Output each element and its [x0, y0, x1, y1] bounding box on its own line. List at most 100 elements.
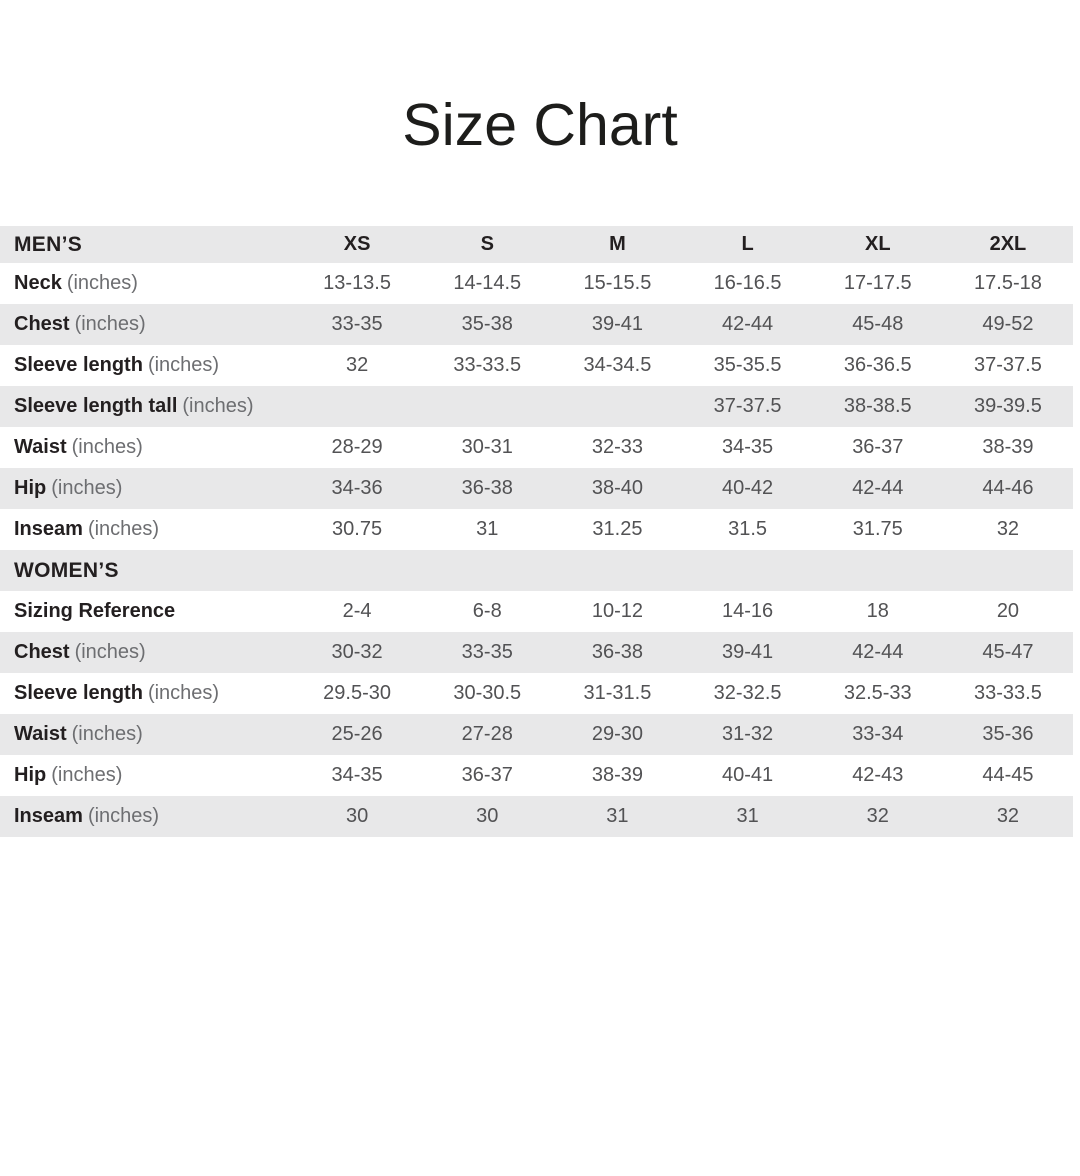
size-value: 38-40 [591, 477, 643, 499]
row-label-name: Sleeve length [14, 354, 143, 376]
row-label-name: Waist [14, 436, 67, 458]
size-value: 32 [996, 518, 1020, 540]
row-label: Chest (inches) [0, 313, 292, 336]
size-value: 30-30.5 [453, 682, 522, 704]
size-value: 18 [866, 600, 889, 622]
row-label: Chest (inches) [0, 641, 292, 664]
size-value: 13-13.5 [323, 272, 391, 294]
size-value: 40-42 [722, 477, 774, 499]
size-value: 17-17.5 [843, 272, 912, 294]
size-value: 30 [345, 805, 369, 827]
row-label-unit: (inches) [74, 313, 146, 335]
row-label: Sleeve length tall (inches) [0, 395, 292, 418]
size-value: 42-43 [852, 764, 904, 786]
size-value: 38-39 [591, 764, 643, 786]
row-label-name: Neck [14, 272, 62, 294]
size-value: 45-48 [852, 313, 904, 335]
size-value: 35-36 [982, 723, 1034, 745]
table-row-mens-sleeve-length-tall: Sleeve length tall (inches) 37-37.5 38-38… [0, 386, 1073, 427]
size-value: 32-32.5 [713, 682, 782, 704]
size-value: 33-34 [852, 723, 904, 745]
size-value: 36-36.5 [843, 354, 912, 376]
size-value: 38-39 [982, 436, 1034, 458]
size-value: 31.75 [852, 518, 903, 540]
size-value: 30-32 [331, 641, 383, 663]
size-value: 10-12 [591, 600, 643, 622]
size-value: 36-37 [461, 764, 513, 786]
row-label-unit: (inches) [147, 354, 220, 376]
size-value: 31 [736, 805, 759, 827]
size-value: 42-44 [722, 313, 774, 335]
size-value: 31.5 [728, 518, 768, 540]
column-header-xs: XS [343, 233, 371, 255]
page-title: Size Chart [402, 92, 678, 158]
section-header-womens: WOMEN’S [14, 558, 119, 582]
size-value: 49-52 [982, 313, 1034, 335]
size-value: 34-35 [331, 764, 383, 786]
size-value: 45-47 [982, 641, 1034, 663]
table-row-womens-inseam: Inseam (inches) 30 30 31 31 32 32 [0, 796, 1073, 837]
size-value: 33-35 [331, 313, 383, 335]
size-value: 39-39.5 [974, 395, 1042, 417]
table-row-womens-hip: Hip (inches) 34-35 36-37 38-39 40-41 42-4… [0, 755, 1073, 796]
size-value: 32 [996, 805, 1020, 827]
size-value: 39-41 [591, 313, 643, 335]
size-value: 30 [476, 805, 499, 827]
size-value: 27-28 [461, 723, 513, 745]
size-value: 14-16 [722, 600, 774, 622]
size-value: 44-45 [982, 764, 1034, 786]
column-header-2xl: 2XL [989, 233, 1027, 255]
size-value: 6-8 [472, 600, 502, 622]
column-header-s: S [480, 233, 494, 255]
size-value: 29-30 [591, 723, 643, 745]
size-value: 20 [996, 600, 1020, 622]
size-value: 31 [476, 518, 499, 540]
size-value: 42-44 [852, 477, 904, 499]
row-label-unit: (inches) [71, 436, 143, 458]
row-label-name: Chest [14, 313, 70, 335]
row-label-name: Sizing Reference [14, 600, 176, 622]
size-value: 35-38 [461, 313, 513, 335]
size-value: 37-37.5 [713, 395, 782, 417]
row-label-unit: (inches) [147, 682, 220, 704]
size-value: 34-36 [331, 477, 383, 499]
size-value: 17.5-18 [974, 272, 1042, 294]
row-label-name: Waist [14, 723, 67, 745]
table-row-womens-waist: Waist (inches) 25-26 27-28 29-30 31-32 33… [0, 714, 1073, 755]
size-value: 34-34.5 [583, 354, 652, 376]
size-value: 31.25 [592, 518, 643, 540]
row-label-unit: (inches) [87, 805, 160, 827]
table-row-mens-sleeve-length: Sleeve length (inches) 32 33-33.5 34-34.5… [0, 345, 1073, 386]
size-value: 30.75 [332, 518, 383, 540]
size-value: 25-26 [331, 723, 383, 745]
size-value: 39-41 [722, 641, 774, 663]
column-header-xl: XL [864, 233, 891, 255]
size-chart-table: MEN’S XS S M L XL 2XL Neck (inches) 13-13… [0, 226, 1073, 837]
size-value: 32-33 [591, 436, 643, 458]
table-row-mens-chest: Chest (inches) 33-35 35-38 39-41 42-44 45… [0, 304, 1073, 345]
row-label-unit: (inches) [51, 764, 123, 786]
size-value: 35-35.5 [713, 354, 782, 376]
row-label-name: Sleeve length tall [14, 395, 178, 417]
size-value: 33-33.5 [453, 354, 522, 376]
row-label-unit: (inches) [51, 477, 123, 499]
size-value: 29.5-30 [323, 682, 391, 704]
row-label: Neck (inches) [0, 272, 292, 295]
column-header-l: L [741, 233, 754, 255]
size-value: 32 [866, 805, 889, 827]
size-value: 36-37 [852, 436, 904, 458]
row-label: Hip (inches) [0, 477, 292, 500]
table-row-womens-sleeve-length: Sleeve length (inches) 29.5-30 30-30.5 31… [0, 673, 1073, 714]
size-value: 32.5-33 [843, 682, 912, 704]
row-label: Sleeve length (inches) [0, 354, 292, 377]
table-row-womens-sizing-reference: Sizing Reference 2-4 6-8 10-12 14-16 18 … [0, 591, 1073, 632]
table-row-mens-inseam: Inseam (inches) 30.75 31 31.25 31.5 31.75… [0, 509, 1073, 550]
row-label: Waist (inches) [0, 723, 292, 746]
size-value: 31-31.5 [583, 682, 652, 704]
size-value: 2-4 [342, 600, 372, 622]
row-label: Inseam (inches) [0, 518, 292, 541]
row-label-name: Hip [14, 764, 47, 786]
row-label-unit: (inches) [74, 641, 146, 663]
size-value: 32 [345, 354, 369, 376]
row-label-unit: (inches) [182, 395, 254, 417]
